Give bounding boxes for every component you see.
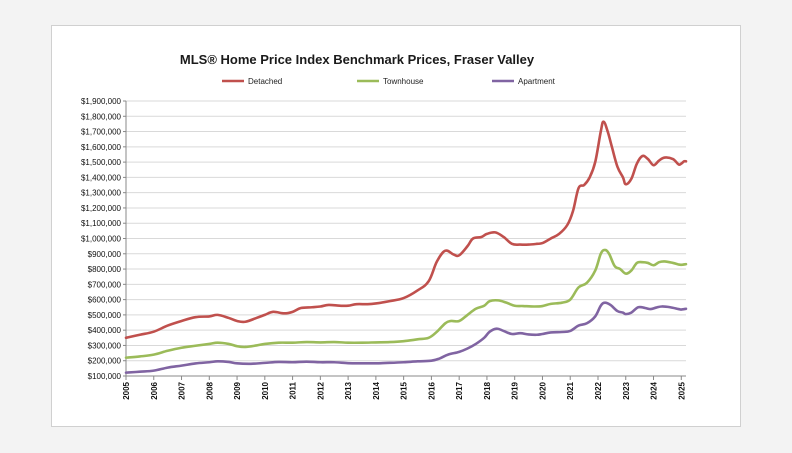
- series-lines: [124, 120, 688, 374]
- x-tick-label: 2012: [316, 381, 325, 399]
- y-tick-label: $500,000: [88, 311, 122, 320]
- x-tick-label: 2022: [594, 381, 603, 399]
- legend: Detached Townhouse Apartment: [222, 77, 556, 86]
- chart-svg: MLS® Home Price Index Benchmark Prices, …: [81, 52, 688, 400]
- x-tick-label: 2021: [566, 381, 575, 399]
- y-tick-label: $1,900,000: [81, 97, 122, 106]
- x-tick-label: 2009: [233, 381, 242, 399]
- gridlines: [126, 100, 686, 377]
- x-tick-label: 2006: [150, 381, 159, 399]
- x-tick-label: 2011: [289, 381, 298, 399]
- x-tick-label: 2025: [677, 381, 686, 399]
- y-tick-label: $1,100,000: [81, 219, 122, 228]
- y-tick-label: $1,400,000: [81, 173, 122, 182]
- y-tick-label: $700,000: [88, 280, 122, 289]
- x-tick-label: 2016: [427, 381, 436, 399]
- x-tick-label: 2020: [538, 381, 547, 399]
- y-tick-label: $1,600,000: [81, 143, 122, 152]
- y-tick-label: $400,000: [88, 326, 122, 335]
- y-tick-label: $300,000: [88, 341, 122, 350]
- y-tick-label: $200,000: [88, 357, 122, 366]
- series-line-apartment: [124, 301, 688, 374]
- legend-label-detached: Detached: [248, 77, 282, 86]
- x-tick-label: 2023: [622, 381, 631, 399]
- chart-title: MLS® Home Price Index Benchmark Prices, …: [180, 52, 535, 67]
- y-tick-label: $900,000: [88, 250, 122, 259]
- y-tick-label: $800,000: [88, 265, 122, 274]
- x-tick-label: 2008: [205, 381, 214, 399]
- y-tick-label: $1,200,000: [81, 204, 122, 213]
- y-tick-label: $600,000: [88, 296, 122, 305]
- y-axis: $100,000 $200,000 $300,000 $400,000 $500,000…: [81, 97, 127, 381]
- y-tick-label: $100,000: [88, 372, 122, 381]
- series-line-townhouse: [124, 248, 688, 359]
- series-line-detached: [124, 120, 688, 340]
- y-tick-label: $1,300,000: [81, 189, 122, 198]
- x-tick-label: 2005: [122, 381, 131, 399]
- x-axis: 2005 2006 2007 2008 2009 2010 2011 2012 2013 2014…: [122, 375, 686, 400]
- x-tick-label: 2014: [372, 381, 381, 399]
- chart-area: MLS® Home Price Index Benchmark Prices, …: [51, 25, 741, 427]
- legend-label-townhouse: Townhouse: [383, 77, 424, 86]
- y-tick-label: $1,800,000: [81, 112, 122, 121]
- x-tick-label: 2019: [511, 381, 520, 399]
- x-tick-label: 2007: [178, 381, 187, 399]
- x-tick-label: 2017: [455, 381, 464, 399]
- y-tick-label: $1,700,000: [81, 128, 122, 137]
- y-tick-label: $1,000,000: [81, 235, 122, 244]
- x-tick-label: 2024: [650, 381, 659, 399]
- x-tick-label: 2015: [400, 381, 409, 399]
- x-tick-label: 2018: [483, 381, 492, 399]
- legend-label-apartment: Apartment: [518, 77, 556, 86]
- x-tick-label: 2013: [344, 381, 353, 399]
- y-tick-label: $1,500,000: [81, 158, 122, 167]
- x-tick-label: 2010: [261, 381, 270, 399]
